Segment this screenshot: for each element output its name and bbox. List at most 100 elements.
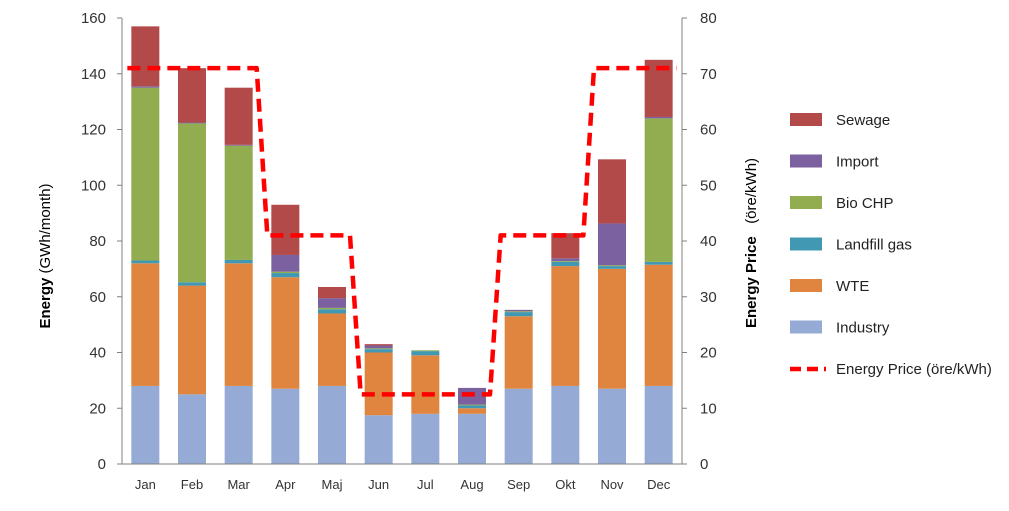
bar-segment-import [318,298,346,308]
category-label: Jan [135,477,156,492]
legend-swatch [790,237,822,251]
bar-segment-bio-chp [411,350,440,352]
right-tick-labels: 0 10 20 30 40 50 60 70 80 [682,10,717,473]
right-tick-label: 60 [700,122,717,139]
bar-segment-import [178,122,206,124]
bar-segment-industry [458,413,486,464]
legend-item: WTE [790,278,869,295]
bar-segment-import [598,223,626,266]
category-label: Maj [322,477,343,492]
legend-label: Industry [836,320,890,337]
bar-segment-industry [504,388,533,464]
bar-segment-landfill-gas [551,261,580,267]
right-tick-label: 80 [700,10,717,27]
category-label: Apr [275,477,296,492]
bar-segment-industry [411,413,440,464]
right-tick-label: 0 [700,456,708,473]
bar-segment-industry [131,385,160,464]
bar-segment-wte [644,264,673,386]
bar-segment-sewage [318,286,346,299]
bar-segment-wte [364,352,393,416]
bar-segment-bio-chp [504,311,533,313]
legend-label: Landfill gas [836,237,912,254]
y-axis-title-left-bold: Energy [37,277,54,329]
bar-segment-landfill-gas [271,273,300,278]
energy-price-line [127,65,677,397]
left-tick-label: 40 [89,345,106,362]
bar-segment-landfill-gas [411,351,440,356]
bar-segment-wte [458,408,486,414]
bar-segment-landfill-gas [178,282,206,286]
category-label: Nov [600,477,624,492]
y-axis-title-right-unit: (öre/kWh) [743,158,760,236]
category-label: Mar [227,477,250,492]
price-line-layer [127,65,677,397]
right-tick-label: 30 [700,289,717,306]
bar-segment-landfill-gas [458,405,486,409]
legend-item: Import [790,154,879,171]
bar-segment-bio-chp [364,348,393,350]
left-tick-label: 80 [89,233,106,250]
legend-swatch [790,279,822,292]
bar-segment-bio-chp [271,271,300,274]
category-label: Aug [460,477,483,492]
left-tick-label: 0 [98,456,106,473]
category-labels: Jan Feb Mar Apr Maj Jun Jul Aug Sep Okt Nov Dec [135,477,671,492]
bar-segment-bio-chp [644,118,673,262]
bar-segment-industry [598,388,626,464]
bar-segment-bio-chp [551,261,580,262]
y-axis-title-left-unit: (GWh/month) [37,183,54,277]
left-tick-label: 120 [81,122,106,139]
bar-segment-bio-chp [458,404,486,406]
bar-segment-industry [644,385,673,464]
bar-segment-sewage [271,204,300,255]
bar-segment-sewage [364,344,393,346]
bar-segment-wte [318,313,346,386]
legend-swatch [790,113,822,126]
y-axis-title-right-bold: Energy Price [743,236,760,328]
category-label: Sep [507,477,530,492]
left-tick-label: 60 [89,289,106,306]
y-axis-title-left: Energy (GWh/month) [37,183,54,328]
bar-segment-landfill-gas [644,261,673,265]
bar-segment-industry [271,388,300,464]
legend-label: Import [836,154,879,171]
left-tick-label: 160 [81,10,106,27]
y-axis-title-right: Energy Price (öre/kWh) [743,158,760,328]
legend-label: Sewage [836,112,890,129]
bar-segment-wte [131,263,160,386]
legend-item: Bio CHP [790,195,894,212]
bar-segment-landfill-gas [224,259,253,264]
bar-segment-sewage [224,87,253,145]
right-tick-label: 40 [700,233,717,250]
legend-swatch [790,196,822,209]
legend-item: Energy Price (öre/kWh) [790,361,992,378]
bar-segment-bio-chp [178,123,206,283]
left-tick-labels: 0 20 40 60 80 100 120 140 160 [81,10,122,473]
bar-segment-sewage [598,159,626,224]
legend-item: Sewage [790,112,890,129]
bar-segment-wte [224,263,253,386]
bar-segment-bio-chp [131,87,160,261]
legend-label: WTE [836,278,869,295]
bar-segment-industry [551,385,580,464]
bar-layer [131,26,673,464]
left-tick-label: 100 [81,177,106,194]
bar-segment-wte [504,316,533,389]
left-tick-label: 140 [81,66,106,83]
category-label: Jun [368,477,389,492]
bar-segment-landfill-gas [504,312,533,317]
category-label: Dec [647,477,671,492]
legend-item: Industry [790,320,890,337]
category-label: Jul [417,477,434,492]
bar-segment-import [551,258,580,262]
bar-segment-wte [178,285,206,395]
bar-segment-wte [598,268,626,389]
legend-item: Landfill gas [790,237,912,254]
bar-segment-sewage [178,68,206,123]
bar-segment-bio-chp [318,307,346,310]
bar-segment-landfill-gas [364,349,393,353]
bar-segment-import [224,144,253,146]
legend-label: Energy Price (öre/kWh) [836,361,992,378]
